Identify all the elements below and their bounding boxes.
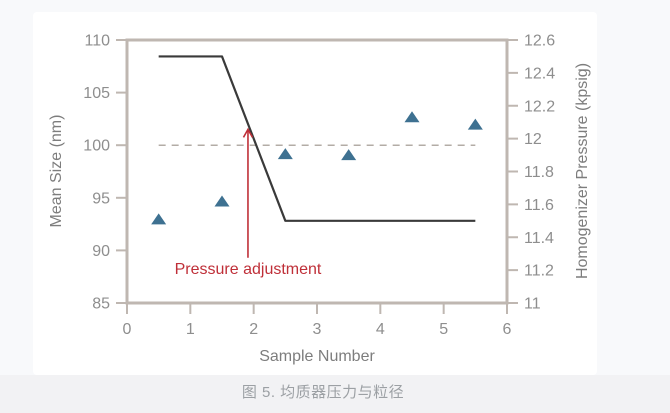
axis-frame	[125, 38, 509, 305]
annotation-label: Pressure adjustment	[174, 261, 322, 278]
y-left-tick-label: 85	[92, 296, 110, 313]
y-right-tick-label: 12.2	[524, 98, 555, 115]
mean-size-triangle-marker	[341, 149, 357, 161]
x-tick-label: 3	[313, 321, 322, 338]
y-right-tick-label: 12.4	[524, 65, 555, 82]
caption-bar: 图 5. 均质器压力与粒径	[0, 375, 670, 413]
y-left-tick-label: 110	[84, 33, 110, 50]
mean-size-triangle-marker	[277, 148, 293, 160]
y-left-tick-label: 105	[83, 85, 110, 102]
y-right-tick-label: 11.8	[524, 164, 554, 181]
left-axis-title: Mean Size (nm)	[48, 114, 65, 228]
y-right-tick-label: 11.2	[524, 263, 554, 280]
y-right-tick-label: 12	[524, 131, 542, 148]
y-right-tick-label: 11	[524, 296, 541, 313]
x-tick-label: 1	[186, 321, 195, 338]
y-right-tick-label: 11.6	[524, 197, 554, 214]
right-axis-title: Homogenizer Pressure (kpsig)	[574, 62, 591, 280]
x-tick-label: 6	[503, 321, 512, 338]
x-tick-label: 2	[249, 321, 258, 338]
x-axis-title: Sample Number	[259, 348, 375, 365]
y-left-tick-label: 90	[92, 243, 110, 260]
homogenizer-pressure-line	[158, 55, 476, 222]
annotation-arrowhead	[242, 127, 254, 138]
y-right-tick-label: 11.4	[524, 230, 554, 247]
x-tick-label: 5	[439, 321, 448, 338]
y-left-tick-label: 100	[83, 138, 110, 155]
figure-caption: 图 5. 均质器压力与粒径	[241, 384, 405, 401]
mean-size-triangle-marker	[151, 213, 167, 225]
x-tick-label: 0	[123, 321, 132, 338]
y-left-tick-label: 95	[92, 190, 110, 207]
mean-size-triangle-marker	[467, 118, 483, 130]
mean-size-triangle-marker	[404, 111, 420, 123]
x-tick-label: 4	[376, 321, 385, 338]
mean-size-triangle-marker	[214, 195, 230, 207]
y-right-tick-label: 12.6	[524, 33, 555, 50]
